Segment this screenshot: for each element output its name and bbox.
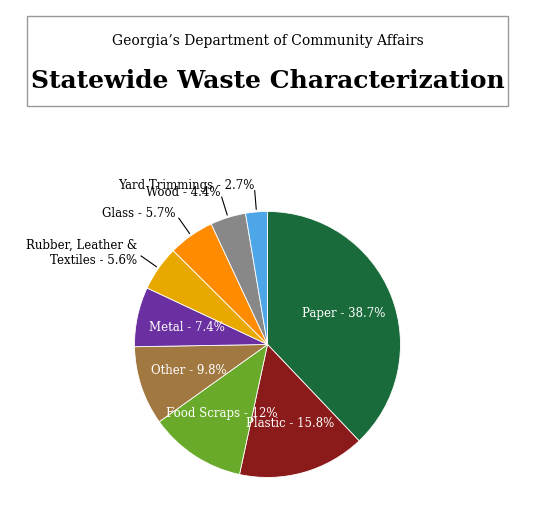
Wedge shape [134,345,268,422]
Text: Metal - 7.4%: Metal - 7.4% [149,321,225,334]
Wedge shape [147,251,268,345]
Wedge shape [134,288,268,347]
Text: Plastic - 15.8%: Plastic - 15.8% [246,418,334,430]
Text: Rubber, Leather &
Textiles - 5.6%: Rubber, Leather & Textiles - 5.6% [26,239,137,267]
Text: Wood - 4.4%: Wood - 4.4% [146,186,220,198]
Text: Statewide Waste Characterization: Statewide Waste Characterization [30,69,505,93]
Text: Glass - 5.7%: Glass - 5.7% [102,207,176,220]
Wedge shape [173,224,268,345]
Text: Yard Trimmings - 2.7%: Yard Trimmings - 2.7% [118,179,254,192]
Wedge shape [240,345,359,477]
Wedge shape [159,345,268,475]
Wedge shape [268,212,401,441]
Text: Paper - 38.7%: Paper - 38.7% [302,307,386,320]
Wedge shape [211,213,268,345]
Wedge shape [246,212,268,345]
Text: Food Scraps - 12%: Food Scraps - 12% [166,407,278,420]
Text: Other - 9.8%: Other - 9.8% [151,364,227,377]
Text: Georgia’s Department of Community Affairs: Georgia’s Department of Community Affair… [112,34,423,48]
